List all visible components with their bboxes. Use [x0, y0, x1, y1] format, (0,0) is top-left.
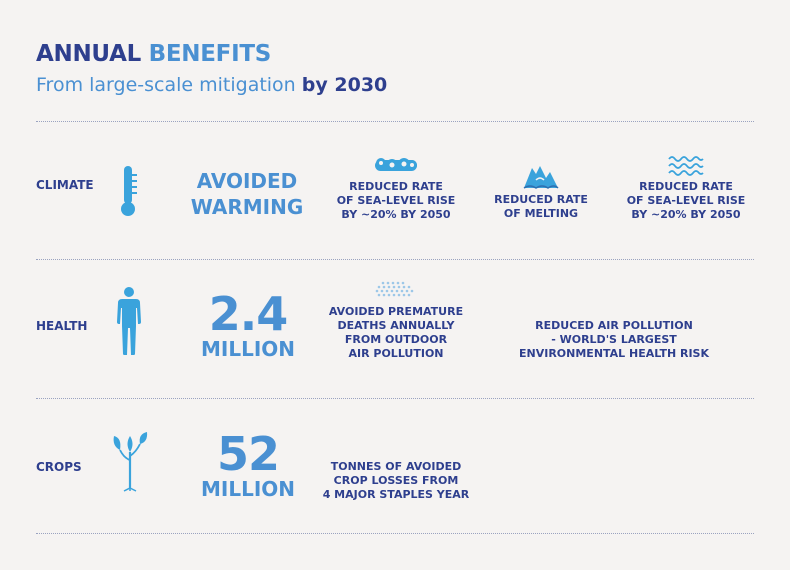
page-subtitle: From large-scale mitigation by 2030 — [36, 72, 387, 98]
melting-ice-icon — [523, 166, 559, 189]
health-unit: MILLION — [200, 337, 295, 361]
desc-line: OF MELTING — [503, 207, 579, 220]
sea-level-bubbles-icon — [375, 158, 417, 171]
thermometer-icon — [121, 166, 137, 216]
sprout-icon — [113, 432, 148, 492]
climate-item-3-text: REDUCED RATE OF SEA-LEVEL RISE BY ~20% B… — [624, 180, 748, 222]
crops-unit: MILLION — [200, 477, 295, 501]
subtitle-year: by 2030 — [301, 74, 388, 96]
desc-line: TONNES OF AVOIDED — [330, 460, 462, 473]
crops-item-1-text: TONNES OF AVOIDED CROP LOSSES FROM 4 MAJ… — [320, 460, 472, 502]
desc-line: REDUCED RATE — [639, 180, 733, 193]
desc-line: BY ~20% BY 2050 — [341, 208, 451, 221]
desc-line: REDUCED RATE — [494, 193, 588, 206]
row-label-crops: CROPS — [36, 460, 82, 474]
desc-line: BY ~20% BY 2050 — [631, 208, 741, 221]
row-label-climate: CLIMATE — [36, 178, 94, 192]
health-value: 2.4 MILLION — [196, 290, 300, 360]
title-annual: ANNUAL — [36, 41, 141, 67]
desc-line: CROP LOSSES FROM — [333, 474, 459, 487]
human-figure-icon — [117, 287, 141, 355]
desc-line: 4 MAJOR STAPLES YEAR — [322, 488, 470, 501]
climate-headline: AVOIDED WARMING — [186, 168, 308, 220]
desc-line: - WORLD'S LARGEST — [551, 333, 677, 346]
headline-line-1: AVOIDED — [196, 169, 298, 193]
divider-health — [36, 398, 754, 399]
crops-value: 52 MILLION — [196, 430, 300, 500]
waves-icon — [668, 156, 704, 176]
divider-top — [36, 121, 754, 122]
desc-line: AIR POLLUTION — [348, 347, 444, 360]
desc-line: ENVIRONMENTAL HEALTH RISK — [519, 347, 709, 360]
climate-item-2-text: REDUCED RATE OF MELTING — [482, 193, 600, 221]
divider-climate — [36, 259, 754, 260]
page-title: ANNUAL BENEFITS — [36, 40, 271, 68]
divider-bottom — [36, 533, 754, 534]
health-number: 2.4 — [208, 287, 289, 341]
subtitle-text: From large-scale mitigation — [36, 74, 296, 96]
row-label-health: HEALTH — [36, 319, 88, 333]
health-item-2-text: REDUCED AIR POLLUTION - WORLD'S LARGEST … — [514, 319, 714, 361]
desc-line: REDUCED RATE — [349, 180, 443, 193]
desc-line: OF SEA-LEVEL RISE — [626, 194, 746, 207]
desc-line: REDUCED AIR POLLUTION — [535, 319, 693, 332]
title-benefits: BENEFITS — [148, 41, 272, 67]
desc-line: AVOIDED PREMATURE — [328, 305, 464, 318]
desc-line: DEATHS ANNUALLY — [337, 319, 455, 332]
air-pollution-dots-icon — [375, 281, 414, 297]
health-item-1-text: AVOIDED PREMATURE DEATHS ANNUALLY FROM O… — [324, 305, 468, 361]
headline-line-2: WARMING — [190, 195, 304, 219]
climate-item-1-text: REDUCED RATE OF SEA-LEVEL RISE BY ~20% B… — [334, 180, 458, 222]
desc-line: OF SEA-LEVEL RISE — [336, 194, 456, 207]
desc-line: FROM OUTDOOR — [344, 333, 448, 346]
crops-number: 52 — [216, 427, 280, 481]
